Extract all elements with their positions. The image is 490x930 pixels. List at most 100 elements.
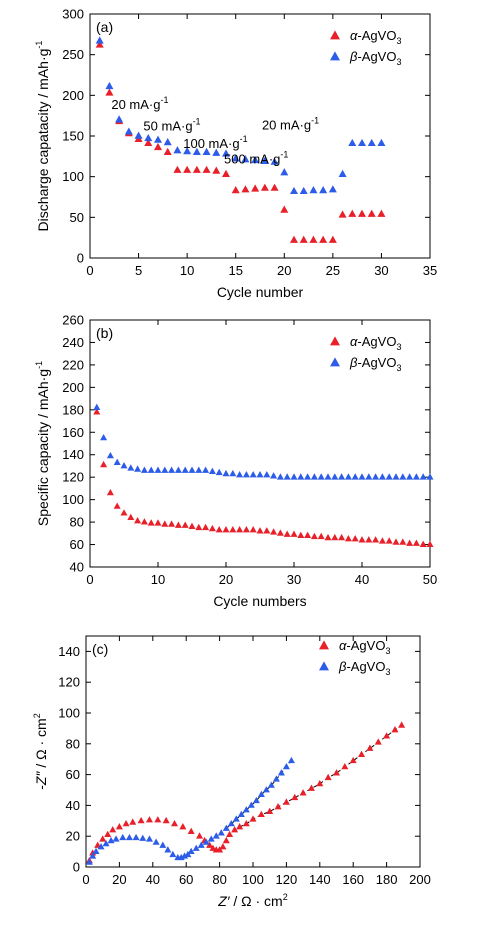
data-point (89, 852, 97, 859)
data-point (358, 750, 366, 757)
data-point (222, 169, 230, 177)
data-point (127, 464, 135, 471)
data-point (324, 473, 332, 480)
x-tick-label: 80 (212, 872, 226, 887)
data-point (385, 473, 393, 480)
legend-entry: α-AgVO3 (350, 28, 401, 46)
data-point (169, 850, 177, 858)
data-point (192, 147, 201, 156)
data-point (212, 832, 220, 839)
data-point (195, 523, 203, 531)
chart-panel-2: 0 10 20 30 40 50 40 60 80 100 120 140 160 180 200 220 24… (34, 313, 437, 610)
data-point (181, 466, 189, 473)
data-point (154, 519, 162, 526)
data-point (366, 744, 374, 751)
data-point (173, 165, 182, 173)
data-point (227, 819, 235, 827)
data-point (263, 471, 271, 478)
data-point (252, 796, 260, 804)
x-tick-label: 0 (86, 263, 93, 278)
data-point (104, 830, 112, 838)
x-tick-label: 10 (151, 572, 165, 587)
data-point (338, 210, 347, 218)
legend-marker (330, 30, 340, 40)
x-tick-label: 50 (423, 572, 437, 587)
data-point (328, 185, 337, 193)
data-point (113, 502, 121, 509)
data-point (262, 786, 270, 793)
data-point (147, 519, 155, 526)
data-point (115, 115, 124, 123)
data-point (280, 168, 289, 176)
legend-marker (330, 51, 340, 61)
data-point (208, 467, 216, 474)
y-tick-label: 40 (70, 560, 84, 575)
data-point (134, 131, 143, 139)
y-tick-label: 200 (62, 380, 84, 395)
data-point (374, 738, 382, 745)
data-point (144, 133, 153, 142)
data-point (328, 235, 337, 243)
data-point (365, 536, 373, 543)
x-tick-label: 30 (374, 263, 388, 278)
data-point (392, 538, 400, 545)
x-axis-label: Z′ / Ω · cm2 (217, 892, 287, 909)
data-point (212, 166, 221, 174)
data-point (331, 533, 339, 541)
data-point (115, 823, 123, 830)
data-point (358, 138, 366, 147)
x-tick-label: 30 (287, 572, 301, 587)
data-point (291, 793, 299, 801)
data-point (137, 816, 145, 824)
data-point (154, 466, 162, 473)
data-point (93, 403, 101, 410)
y-tick-label: 100 (62, 492, 84, 507)
x-tick-label: 0 (82, 872, 89, 887)
data-point (134, 465, 142, 472)
data-point (385, 537, 393, 544)
data-point (192, 844, 200, 851)
data-point (161, 466, 169, 473)
y-tick-label: 120 (58, 675, 80, 690)
data-point (159, 841, 167, 848)
y-tick-label: 200 (62, 88, 84, 103)
x-tick-label: 160 (342, 872, 364, 887)
data-point (183, 165, 192, 173)
data-point (196, 832, 204, 839)
data-point (219, 843, 227, 850)
data-point (202, 165, 211, 173)
legend-entry: α-AgVO3 (339, 638, 390, 656)
data-point (127, 513, 135, 520)
rate-annotation: 100 mA·g-1 (183, 134, 247, 151)
data-point (319, 186, 328, 194)
series-alpha (93, 408, 434, 547)
y-tick-label: 140 (62, 447, 84, 462)
data-point (161, 520, 169, 527)
y-tick-label: 160 (62, 425, 84, 440)
data-point (270, 183, 279, 191)
data-point (324, 533, 332, 541)
data-point (299, 235, 308, 243)
data-point (231, 154, 240, 162)
data-point (358, 209, 366, 217)
legend-entry: β-AgVO3 (349, 49, 401, 67)
data-point (231, 826, 239, 833)
data-point (276, 473, 284, 480)
data-point (344, 535, 352, 542)
data-point (251, 155, 260, 164)
data-point (348, 209, 357, 217)
series-alpha (85, 721, 406, 864)
data-point (358, 536, 366, 543)
y-tick-label: 80 (66, 736, 80, 751)
data-point (222, 149, 230, 157)
legend-marker (319, 640, 329, 650)
x-tick-label: 140 (309, 872, 331, 887)
data-point (412, 473, 420, 480)
data-point (299, 789, 307, 796)
plot-frame (89, 319, 431, 568)
data-point (304, 473, 312, 480)
data-point (154, 135, 162, 143)
panel-label: (c) (92, 641, 108, 657)
data-point (152, 838, 160, 845)
data-point (316, 779, 324, 787)
